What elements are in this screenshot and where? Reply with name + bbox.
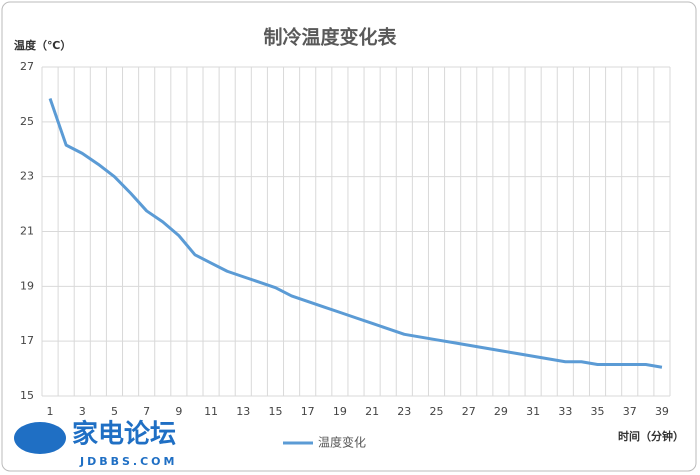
watermark-name: 家电论坛 — [72, 419, 176, 450]
x-tick-label: 29 — [494, 405, 508, 418]
x-tick-label: 9 — [175, 405, 182, 418]
y-tick-label: 15 — [20, 389, 34, 402]
y-tick-label: 21 — [20, 225, 34, 238]
watermark-site: JDBBS.COM — [79, 455, 177, 468]
y-tick-label: 23 — [20, 170, 34, 183]
y-tick-label: 19 — [20, 279, 34, 292]
y-tick-label: 25 — [20, 115, 34, 128]
watermark: 家电论坛 JDBBS.COM — [14, 419, 177, 468]
x-tick-label: 15 — [268, 405, 282, 418]
y-tick-label: 27 — [20, 60, 34, 73]
y-tick-label: 17 — [20, 334, 34, 347]
x-tick-label: 7 — [143, 405, 150, 418]
x-tick-label: 11 — [204, 405, 218, 418]
chart-title: 制冷温度变化表 — [263, 26, 397, 49]
x-tick-label: 33 — [558, 405, 572, 418]
x-tick-label: 35 — [591, 405, 605, 418]
x-tick-label: 1 — [47, 405, 54, 418]
x-tick-label: 5 — [111, 405, 118, 418]
x-tick-label: 3 — [79, 405, 86, 418]
data-line — [48, 98, 663, 369]
x-tick-label: 39 — [655, 405, 669, 418]
x-tick-label: 37 — [623, 405, 637, 418]
x-tick-label: 13 — [236, 405, 250, 418]
x-tick-label: 19 — [333, 405, 347, 418]
legend-label: 温度变化 — [318, 435, 366, 450]
x-tick-label: 23 — [397, 405, 411, 418]
x-tick-label: 31 — [526, 405, 540, 418]
logo — [14, 422, 66, 454]
x-tick-label: 27 — [462, 405, 476, 418]
y-axis-label: 温度（℃） — [14, 38, 71, 52]
x-tick-label: 25 — [430, 405, 444, 418]
x-tick-label: 21 — [365, 405, 379, 418]
x-axis-label: 时间（分钟） — [618, 429, 684, 443]
x-tick-label: 17 — [301, 405, 315, 418]
